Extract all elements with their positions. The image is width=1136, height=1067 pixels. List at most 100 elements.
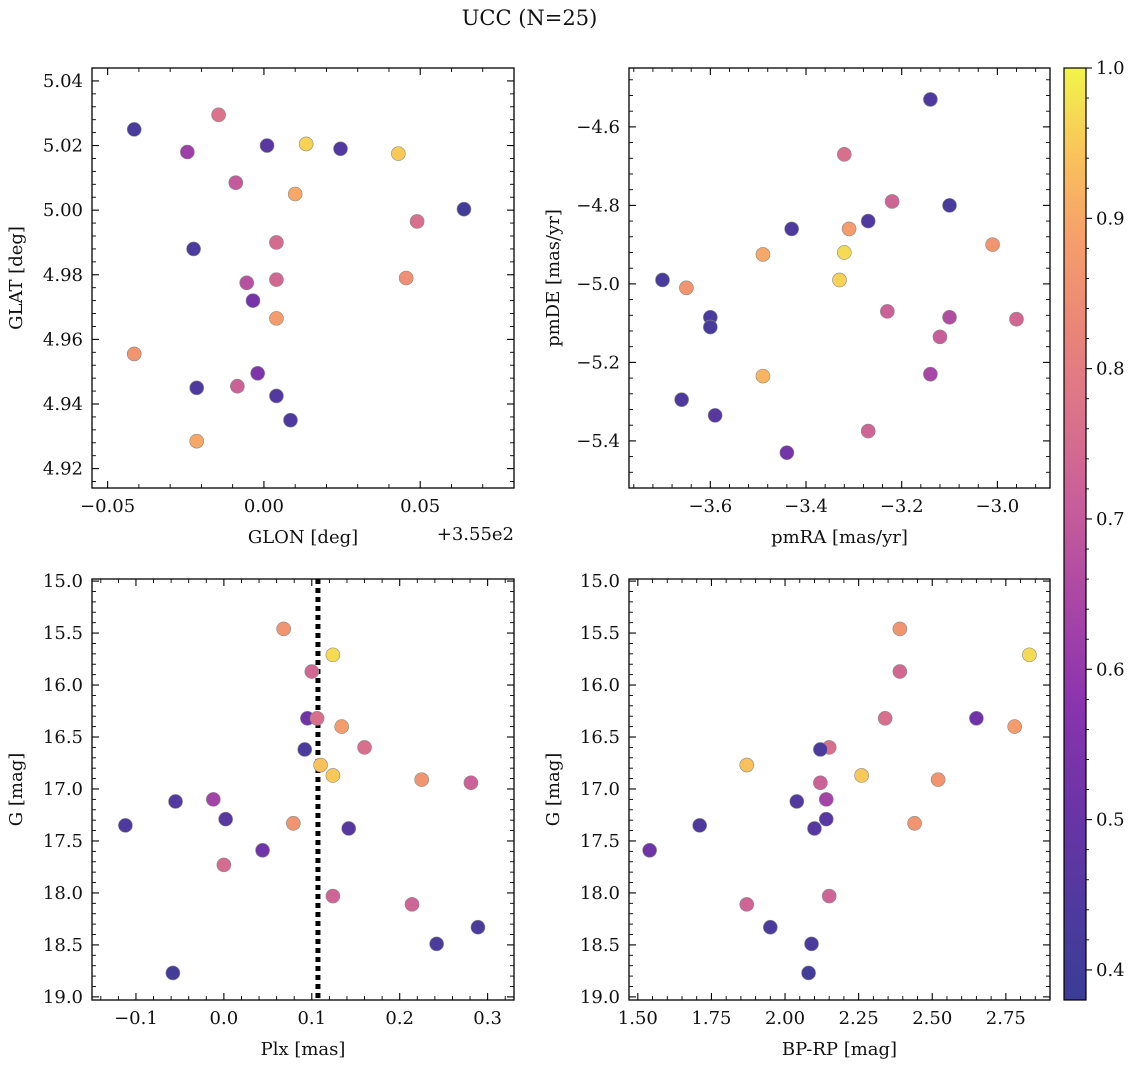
data-point	[985, 237, 1000, 252]
data-point	[755, 247, 771, 262]
data-point	[884, 194, 900, 209]
data-point	[892, 664, 908, 679]
y-tick-label: 4.92	[43, 459, 83, 480]
colorbar-tick-label: 0.8	[1096, 359, 1125, 380]
x-tick-label: 2.00	[765, 1008, 805, 1029]
colorbar-tick-label: 0.9	[1096, 208, 1125, 229]
data-point	[969, 710, 984, 726]
data-point	[304, 664, 320, 679]
data-point	[692, 818, 707, 833]
x-axis-label: GLON [deg]	[248, 527, 358, 548]
data-point	[414, 772, 429, 787]
colorbar-tick-label: 0.6	[1096, 659, 1125, 680]
colorbar-frame	[1063, 67, 1087, 1001]
figure-title: UCC (N=25)	[461, 6, 598, 30]
colorbar-tick-label: 0.7	[1096, 509, 1125, 530]
y-tick-label: 4.94	[43, 394, 83, 415]
data-point	[325, 768, 341, 783]
data-point	[276, 621, 291, 637]
y-tick-label: 5.00	[43, 200, 83, 221]
data-point	[703, 319, 718, 335]
y-tick-label: −5.0	[576, 274, 620, 295]
data-point	[180, 144, 195, 160]
data-point	[1009, 311, 1024, 327]
data-point	[789, 794, 805, 809]
data-point	[763, 919, 778, 935]
data-point	[892, 621, 908, 637]
data-point	[211, 107, 226, 123]
y-tick-label: 18.5	[580, 935, 620, 956]
y-tick-label: −4.8	[576, 195, 620, 216]
y-tick-label: −5.4	[576, 431, 620, 452]
data-point	[283, 412, 298, 428]
x-tick-label: 2.50	[912, 1008, 952, 1029]
data-point	[854, 768, 869, 783]
colorbar-gradient	[1064, 68, 1086, 1000]
data-point	[779, 445, 795, 460]
y-tick-label: 18.5	[43, 935, 83, 956]
y-tick-label: 19.0	[580, 987, 620, 1008]
data-point	[739, 897, 755, 912]
y-tick-label: 16.5	[580, 727, 620, 748]
colorbar: 0.4 0.5 0.6 0.7 0.8 0.9 1.0	[1063, 58, 1125, 1001]
data-point	[784, 221, 799, 237]
y-tick-label: 18.0	[580, 883, 620, 904]
data-point	[334, 719, 349, 734]
data-point	[398, 270, 414, 286]
data-point	[269, 388, 284, 404]
data-point	[841, 221, 857, 237]
x-tick-label: −0.1	[114, 1008, 158, 1029]
data-point	[821, 888, 837, 904]
data-point	[230, 378, 245, 394]
axes-frame	[628, 67, 1051, 489]
data-point	[880, 304, 895, 319]
y-tick-label: −5.2	[576, 352, 620, 373]
data-point	[255, 843, 270, 858]
x-tick-label: 0.05	[400, 496, 440, 517]
data-point	[739, 757, 755, 773]
x-tick-label: −3.2	[880, 496, 924, 517]
data-point	[1022, 647, 1037, 663]
data-point	[813, 775, 828, 791]
y-axis-label: pmDE [mas/yr]	[543, 209, 564, 347]
data-point	[189, 380, 205, 396]
data-point	[298, 136, 314, 152]
data-point	[404, 897, 420, 912]
data-point	[269, 235, 284, 250]
data-point	[923, 366, 938, 382]
y-tick-label: 15.5	[580, 623, 620, 644]
data-point	[804, 936, 819, 952]
data-point	[228, 175, 244, 190]
data-point	[216, 857, 232, 873]
y-tick-label: 17.5	[43, 831, 83, 852]
data-point	[286, 815, 301, 831]
data-point	[297, 742, 313, 757]
colorbar-tick-label: 0.5	[1096, 810, 1125, 831]
y-tick-label: 4.98	[43, 265, 83, 286]
y-tick-label: 16.0	[43, 675, 83, 696]
data-point	[189, 433, 205, 449]
data-point	[206, 792, 221, 807]
data-point	[818, 811, 834, 827]
data-point	[126, 346, 142, 362]
data-point	[309, 710, 325, 726]
data-point	[932, 329, 948, 345]
x-axis-label: pmRA [mas/yr]	[771, 527, 908, 548]
data-point	[679, 280, 694, 296]
x-tick-label: 0.3	[473, 1008, 502, 1029]
data-point	[333, 141, 348, 157]
data-point	[832, 272, 847, 288]
data-point	[463, 775, 479, 791]
data-point	[836, 245, 852, 260]
x-tick-label: 2.75	[986, 1008, 1026, 1029]
data-point	[1007, 719, 1022, 734]
data-point	[126, 122, 142, 137]
y-axis-label: G [mag]	[6, 753, 27, 826]
data-point	[245, 293, 261, 308]
data-point	[674, 392, 689, 407]
y-tick-label: 17.5	[580, 831, 620, 852]
x-offset-label: +3.55e2	[437, 524, 514, 545]
data-point	[341, 821, 357, 836]
data-point	[877, 710, 893, 726]
x-tick-label: 1.50	[618, 1008, 658, 1029]
